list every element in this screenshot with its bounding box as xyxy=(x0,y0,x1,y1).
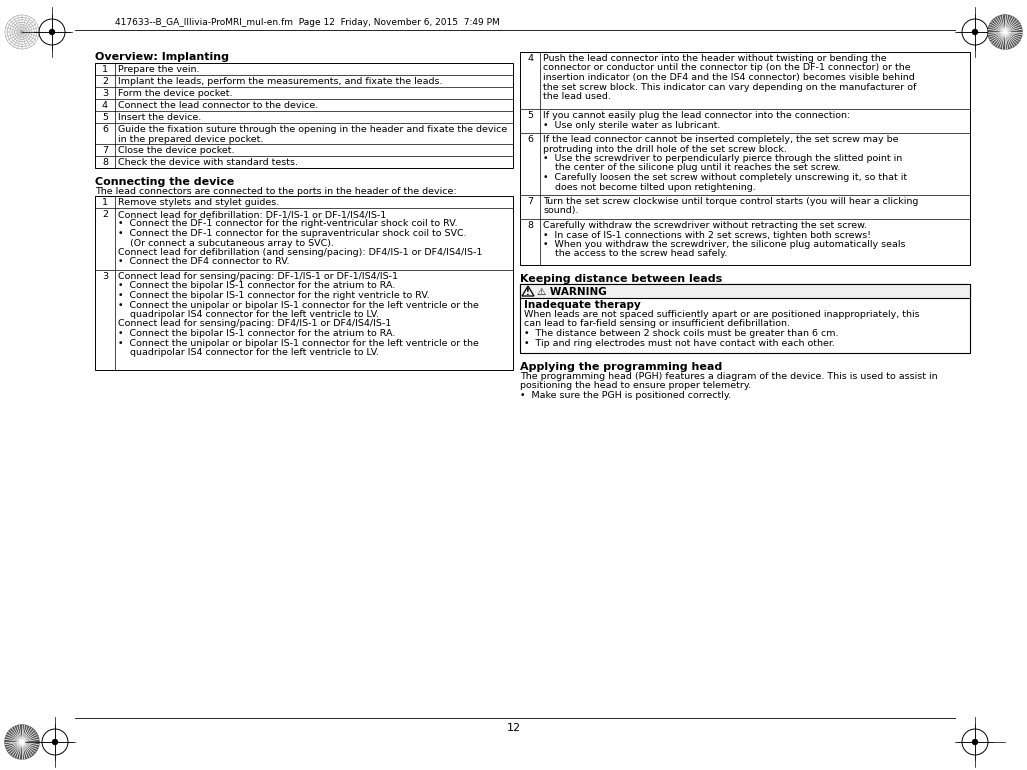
Text: If you cannot easily plug the lead connector into the connection:: If you cannot easily plug the lead conne… xyxy=(543,111,850,120)
Text: Connect lead for sensing/pacing: DF-1/IS-1 or DF-1/IS4/IS-1: Connect lead for sensing/pacing: DF-1/IS… xyxy=(118,272,398,281)
Text: protruding into the drill hole of the set screw block.: protruding into the drill hole of the se… xyxy=(543,145,787,153)
Text: Inadequate therapy: Inadequate therapy xyxy=(524,300,641,310)
Text: Implant the leads, perform the measurements, and fixate the leads.: Implant the leads, perform the measureme… xyxy=(118,77,443,86)
Text: •  Use only sterile water as lubricant.: • Use only sterile water as lubricant. xyxy=(543,120,720,129)
Text: 3: 3 xyxy=(102,89,108,98)
Text: connector or conductor until the connector tip (on the DF-1 connector) or the: connector or conductor until the connect… xyxy=(543,63,911,72)
Text: does not become tilted upon retightening.: does not become tilted upon retightening… xyxy=(543,182,756,192)
Text: •  Make sure the PGH is positioned correctly.: • Make sure the PGH is positioned correc… xyxy=(520,391,731,400)
Text: the center of the silicone plug until it reaches the set screw.: the center of the silicone plug until it… xyxy=(543,163,840,172)
Text: •  Connect the bipolar IS-1 connector for the atrium to RA.: • Connect the bipolar IS-1 connector for… xyxy=(118,282,395,290)
Text: 5: 5 xyxy=(102,113,108,122)
Text: Keeping distance between leads: Keeping distance between leads xyxy=(520,274,722,284)
Text: Form the device pocket.: Form the device pocket. xyxy=(118,89,232,98)
Text: Push the lead connector into the header without twisting or bending the: Push the lead connector into the header … xyxy=(543,54,886,63)
Text: 2: 2 xyxy=(102,77,108,86)
Text: •  Connect the DF4 connector to RV.: • Connect the DF4 connector to RV. xyxy=(118,257,290,266)
Text: sound).: sound). xyxy=(543,206,578,216)
Text: Connect lead for sensing/pacing: DF4/IS-1 or DF4/IS4/IS-1: Connect lead for sensing/pacing: DF4/IS-… xyxy=(118,320,391,329)
Text: Insert the device.: Insert the device. xyxy=(118,113,201,122)
Text: Guide the fixation suture through the opening in the header and fixate the devic: Guide the fixation suture through the op… xyxy=(118,125,507,134)
Text: •  When you withdraw the screwdriver, the silicone plug automatically seals: • When you withdraw the screwdriver, the… xyxy=(543,240,906,249)
Text: If the lead connector cannot be inserted completely, the set screw may be: If the lead connector cannot be inserted… xyxy=(543,135,899,144)
Text: 4: 4 xyxy=(102,101,108,110)
Bar xyxy=(96,196,514,370)
Text: 5: 5 xyxy=(527,111,533,120)
Text: Remove stylets and stylet guides.: Remove stylets and stylet guides. xyxy=(118,198,279,207)
Text: •  Connect the unipolar or bipolar IS-1 connector for the left ventricle or the: • Connect the unipolar or bipolar IS-1 c… xyxy=(118,339,479,347)
Text: can lead to far-field sensing or insufficient defibrillation.: can lead to far-field sensing or insuffi… xyxy=(524,320,790,329)
Text: The programming head (PGH) features a diagram of the device. This is used to ass: The programming head (PGH) features a di… xyxy=(520,372,938,381)
Text: 417633--B_GA_IIlivia-ProMRI_mul-en.fm  Page 12  Friday, November 6, 2015  7:49 P: 417633--B_GA_IIlivia-ProMRI_mul-en.fm Pa… xyxy=(115,18,500,27)
Text: Overview: Implanting: Overview: Implanting xyxy=(96,52,229,62)
Bar xyxy=(520,52,969,265)
Text: 1: 1 xyxy=(102,65,108,74)
Text: insertion indicator (on the DF4 and the IS4 connector) becomes visible behind: insertion indicator (on the DF4 and the … xyxy=(543,73,915,82)
Text: •  Carefully loosen the set screw without completely unscrewing it, so that it: • Carefully loosen the set screw without… xyxy=(543,173,907,182)
Text: Connect lead for defibrillation (and sensing/pacing): DF4/IS-1 or DF4/IS4/IS-1: Connect lead for defibrillation (and sen… xyxy=(118,248,483,257)
Text: 4: 4 xyxy=(527,54,533,63)
Text: •  Connect the DF-1 connector for the supraventricular shock coil to SVC.: • Connect the DF-1 connector for the sup… xyxy=(118,229,466,238)
Text: (Or connect a subcutaneous array to SVC).: (Or connect a subcutaneous array to SVC)… xyxy=(118,239,334,247)
Text: positioning the head to ensure proper telemetry.: positioning the head to ensure proper te… xyxy=(520,381,751,390)
Text: •  Connect the DF-1 connector for the right-ventricular shock coil to RV.: • Connect the DF-1 connector for the rig… xyxy=(118,219,457,229)
Circle shape xyxy=(52,739,58,745)
Text: 1: 1 xyxy=(102,198,108,207)
Text: Applying the programming head: Applying the programming head xyxy=(520,362,722,372)
Text: •  Connect the bipolar IS-1 connector for the right ventricle to RV.: • Connect the bipolar IS-1 connector for… xyxy=(118,291,429,300)
Text: Close the device pocket.: Close the device pocket. xyxy=(118,146,234,155)
Circle shape xyxy=(5,725,39,759)
Text: 8: 8 xyxy=(527,221,533,230)
Text: 6: 6 xyxy=(527,135,533,144)
Text: !: ! xyxy=(526,288,530,297)
Text: Prepare the vein.: Prepare the vein. xyxy=(118,65,199,74)
Text: 8: 8 xyxy=(102,158,108,167)
Bar xyxy=(520,284,969,353)
Bar xyxy=(96,63,514,168)
Text: Connect lead for defibrillation: DF-1/IS-1 or DF-1/IS4/IS-1: Connect lead for defibrillation: DF-1/IS… xyxy=(118,210,386,219)
Text: 7: 7 xyxy=(102,146,108,155)
Text: •  Connect the bipolar IS-1 connector for the atrium to RA.: • Connect the bipolar IS-1 connector for… xyxy=(118,329,395,338)
Text: quadripolar IS4 connector for the left ventricle to LV.: quadripolar IS4 connector for the left v… xyxy=(118,348,379,357)
Text: Connecting the device: Connecting the device xyxy=(96,177,234,187)
Text: ⚠ WARNING: ⚠ WARNING xyxy=(537,286,607,296)
Text: When leads are not spaced sufficiently apart or are positioned inappropriately, : When leads are not spaced sufficiently a… xyxy=(524,310,919,319)
Text: •  In case of IS-1 connections with 2 set screws, tighten both screws!: • In case of IS-1 connections with 2 set… xyxy=(543,230,871,239)
Text: •  Use the screwdriver to perpendicularly pierce through the slitted point in: • Use the screwdriver to perpendicularly… xyxy=(543,154,903,163)
Text: Connect the lead connector to the device.: Connect the lead connector to the device… xyxy=(118,101,318,110)
Text: 2: 2 xyxy=(102,210,108,219)
Text: •  The distance between 2 shock coils must be greater than 6 cm.: • The distance between 2 shock coils mus… xyxy=(524,329,838,338)
Text: The lead connectors are connected to the ports in the header of the device:: The lead connectors are connected to the… xyxy=(96,187,457,196)
Text: 6: 6 xyxy=(102,125,108,134)
Text: in the prepared device pocket.: in the prepared device pocket. xyxy=(118,135,263,143)
Text: quadripolar IS4 connector for the left ventricle to LV.: quadripolar IS4 connector for the left v… xyxy=(118,310,379,319)
Text: •  Tip and ring electrodes must not have contact with each other.: • Tip and ring electrodes must not have … xyxy=(524,339,835,347)
Bar xyxy=(520,284,969,298)
Circle shape xyxy=(988,15,1022,49)
Text: the access to the screw head safely.: the access to the screw head safely. xyxy=(543,249,727,259)
Text: 7: 7 xyxy=(527,197,533,206)
Text: Check the device with standard tests.: Check the device with standard tests. xyxy=(118,158,298,167)
Text: 12: 12 xyxy=(506,723,521,733)
Text: Carefully withdraw the screwdriver without retracting the set screw.: Carefully withdraw the screwdriver witho… xyxy=(543,221,867,230)
Circle shape xyxy=(973,29,978,35)
Text: Turn the set screw clockwise until torque control starts (you will hear a clicki: Turn the set screw clockwise until torqu… xyxy=(543,197,918,206)
Circle shape xyxy=(973,739,978,745)
Circle shape xyxy=(49,29,54,35)
Text: the set screw block. This indicator can vary depending on the manufacturer of: the set screw block. This indicator can … xyxy=(543,82,916,92)
Text: the lead used.: the lead used. xyxy=(543,92,611,101)
Text: •  Connect the unipolar or bipolar IS-1 connector for the left ventricle or the: • Connect the unipolar or bipolar IS-1 c… xyxy=(118,300,479,310)
Text: 3: 3 xyxy=(102,272,108,281)
